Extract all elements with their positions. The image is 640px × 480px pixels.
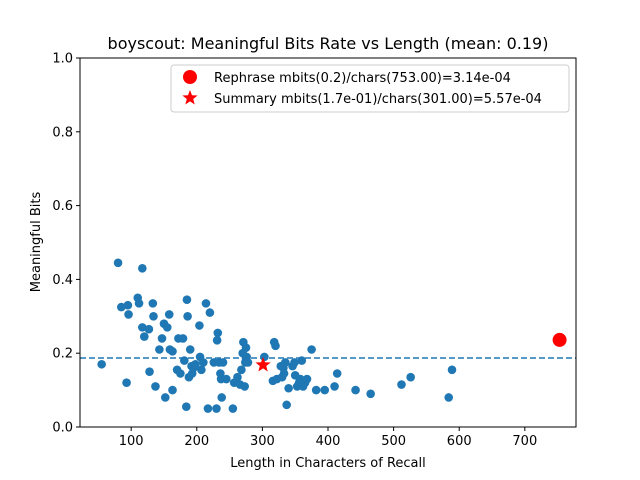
data-point	[444, 393, 454, 402]
data-point	[162, 323, 172, 332]
data-point	[176, 369, 185, 378]
data-point	[195, 321, 204, 330]
data-point	[122, 378, 131, 388]
data-point	[212, 335, 222, 345]
data-point	[144, 324, 154, 334]
data-point	[205, 308, 215, 317]
legend: Rephrase mbits(0.2)/chars(753.00)=3.14e-…	[170, 64, 570, 113]
data-point	[97, 359, 106, 369]
x-tick-label: 700	[512, 434, 537, 449]
data-point	[228, 404, 238, 413]
data-point	[406, 372, 415, 382]
data-point	[124, 310, 133, 319]
summary-marker	[255, 357, 271, 372]
data-point	[168, 385, 177, 395]
chart-title: boyscout: Meaningful Bits Rate vs Length…	[108, 34, 549, 53]
data-point	[241, 343, 251, 352]
data-point	[307, 345, 316, 354]
data-point	[140, 332, 149, 341]
y-tick-label: 0.8	[52, 125, 73, 140]
legend-summary-label: Summary mbits(1.7e-01)/chars(301.00)=5.5…	[214, 92, 542, 107]
y-tick-label: 1.0	[52, 52, 73, 67]
data-point	[213, 328, 223, 338]
data-point	[138, 264, 147, 273]
data-point	[113, 258, 123, 268]
data-point	[332, 369, 342, 378]
y-axis-label: Meaningful Bits	[29, 192, 44, 293]
data-point	[183, 312, 192, 321]
data-point	[351, 385, 360, 395]
legend-box	[170, 64, 570, 113]
data-point	[284, 383, 293, 393]
data-point	[138, 323, 147, 332]
data-point	[233, 372, 242, 382]
data-point	[281, 358, 290, 367]
x-tick-label: 400	[316, 434, 341, 449]
y-tick-label: 0.2	[52, 347, 73, 362]
data-point	[240, 382, 249, 391]
data-point	[271, 341, 280, 351]
data-point	[311, 385, 321, 395]
x-tick-label: 500	[381, 434, 406, 449]
legend-rephrase-marker	[183, 70, 197, 84]
data-point	[199, 358, 208, 367]
data-point	[330, 382, 339, 391]
data-point	[157, 334, 167, 343]
data-point	[243, 358, 253, 367]
data-point	[151, 382, 160, 391]
data-point	[217, 393, 227, 402]
data-point	[117, 302, 126, 312]
data-point	[302, 374, 312, 384]
data-point	[191, 359, 200, 369]
legend-rephrase-label: Rephrase mbits(0.2)/chars(753.00)=3.14e-…	[214, 71, 511, 86]
data-point	[222, 374, 231, 384]
data-point	[164, 310, 174, 319]
data-point	[447, 365, 457, 375]
data-point	[134, 299, 144, 308]
data-point	[260, 352, 269, 362]
data-point	[178, 334, 188, 343]
data-point	[397, 380, 406, 389]
data-point	[148, 299, 158, 308]
data-point	[123, 300, 133, 310]
data-point	[212, 404, 221, 413]
data-point	[237, 365, 246, 375]
y-tick-label: 0.0	[52, 421, 73, 436]
data-point	[181, 402, 191, 412]
x-tick-label: 200	[184, 434, 209, 449]
data-point	[155, 345, 164, 354]
x-tick-label: 100	[119, 434, 144, 449]
rephrase-marker	[552, 332, 567, 347]
data-point	[185, 345, 195, 354]
data-point	[218, 358, 228, 367]
y-tick-label: 0.4	[52, 273, 73, 288]
data-point	[160, 393, 170, 402]
data-point	[201, 299, 211, 308]
plot-area: 100 200 300 400 500 600 700 0.0 0.2 0.4 0.6 0.8 1.0	[52, 52, 577, 449]
data-point	[282, 400, 291, 410]
x-axis-label: Length in Characters of Recall	[230, 456, 426, 471]
data-point	[149, 312, 158, 321]
x-tick-label: 300	[250, 434, 275, 449]
data-point	[290, 358, 299, 367]
data-point	[168, 347, 177, 356]
y-tick-label: 0.6	[52, 199, 73, 214]
data-point	[279, 369, 289, 378]
data-point	[320, 385, 330, 395]
data-point	[203, 404, 213, 413]
data-point	[145, 367, 154, 376]
data-point	[182, 295, 192, 304]
data-point	[366, 389, 375, 399]
x-tick-label: 600	[447, 434, 472, 449]
data-point	[197, 365, 206, 375]
legend-summary-marker	[182, 90, 198, 105]
